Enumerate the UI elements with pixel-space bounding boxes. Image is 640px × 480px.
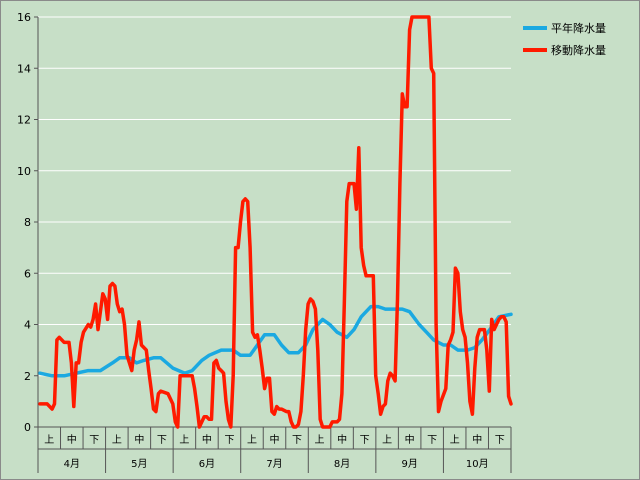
series-lines <box>38 15 513 429</box>
x-tick-label: 下 <box>360 435 370 446</box>
y-tick-label: 6 <box>24 267 31 280</box>
x-tick-label: 中 <box>405 433 415 446</box>
x-tick-label: 中 <box>67 433 77 446</box>
x-tick-label: 中 <box>270 433 280 446</box>
x-tick-label: 上 <box>247 434 257 446</box>
y-tick-label: 10 <box>17 165 31 178</box>
y-tick-label: 12 <box>17 114 31 127</box>
legend-label: 移動降水量 <box>551 43 606 57</box>
y-tick-label: 2 <box>24 370 31 383</box>
y-tick-label: 14 <box>17 62 31 75</box>
month-label: 8月 <box>334 458 350 470</box>
month-label: 6月 <box>199 458 215 470</box>
x-tick-label: 中 <box>337 433 347 446</box>
y-tick-label: 0 <box>24 421 31 434</box>
month-label: 9月 <box>401 458 417 470</box>
x-tick-label: 上 <box>44 434 54 446</box>
x-tick-label: 中 <box>202 433 212 446</box>
x-tick-label: 上 <box>112 434 122 446</box>
axes: 0246810121416上中下上中下上中下上中下上中下上中下上中下4月 5月 6月… <box>17 11 512 473</box>
x-tick-label: 下 <box>495 435 505 446</box>
x-tick-label: 上 <box>382 434 392 446</box>
x-tick-label: 下 <box>292 435 302 446</box>
month-label: 5月 <box>131 458 147 470</box>
x-tick-label: 上 <box>315 434 325 446</box>
x-tick-label: 上 <box>450 434 460 446</box>
x-tick-label: 下 <box>224 435 234 446</box>
x-tick-label: 中 <box>472 433 482 446</box>
month-label: 4月 <box>64 458 80 470</box>
x-tick-label: 下 <box>89 435 99 446</box>
y-tick-label: 16 <box>17 11 31 24</box>
month-label: 10月 <box>466 458 489 470</box>
series-line-moving <box>38 15 513 429</box>
x-tick-label: 上 <box>179 434 189 446</box>
x-tick-label: 下 <box>427 435 437 446</box>
x-tick-label: 中 <box>134 433 144 446</box>
y-tick-label: 4 <box>24 319 31 332</box>
y-tick-label: 8 <box>24 216 31 229</box>
x-tick-label: 下 <box>157 435 167 446</box>
month-label: 7月 <box>266 458 282 470</box>
legend-label: 平年降水量 <box>551 21 606 35</box>
